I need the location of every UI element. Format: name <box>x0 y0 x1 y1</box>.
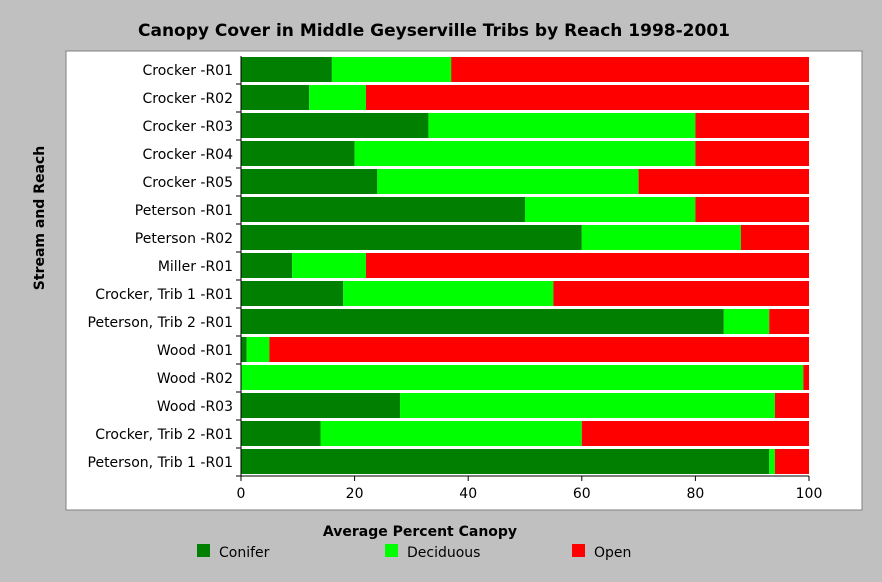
bar-conifer-crocker-r01 <box>241 57 332 82</box>
bar-open-miller-r01 <box>365 253 809 278</box>
legend-swatch-open <box>572 544 585 557</box>
bar-open-crocker-r03 <box>695 113 809 138</box>
y-tick-label: Crocker -R02 <box>142 91 233 107</box>
legend-label-conifer: Conifer <box>219 545 270 561</box>
bar-conifer-crocker-trib-1-r01 <box>241 281 344 306</box>
bar-open-wood-r01 <box>269 337 809 362</box>
bar-open-wood-r03 <box>774 393 809 418</box>
bar-deciduous-miller-r01 <box>292 253 366 278</box>
bar-open-peterson-r01 <box>695 197 809 222</box>
bar-conifer-peterson-trib-1-r01 <box>241 449 770 474</box>
legend-swatch-deciduous <box>385 544 398 557</box>
bar-conifer-crocker-r04 <box>241 141 355 166</box>
bar-open-crocker-r02 <box>365 85 809 110</box>
bar-open-wood-r02 <box>803 365 809 390</box>
bar-deciduous-crocker-r03 <box>428 113 696 138</box>
y-tick-label: Wood -R02 <box>157 371 233 387</box>
bar-open-crocker-r05 <box>638 169 809 194</box>
bar-deciduous-crocker-r04 <box>354 141 696 166</box>
bar-open-peterson-trib-1-r01 <box>774 449 809 474</box>
bar-conifer-wood-r03 <box>241 393 401 418</box>
bar-open-peterson-trib-2-r01 <box>769 309 809 334</box>
x-axis-title: Average Percent Canopy <box>323 524 517 540</box>
bar-open-peterson-r02 <box>740 225 809 250</box>
x-tick-label: 0 <box>237 486 246 502</box>
y-tick-label: Wood -R03 <box>157 399 233 415</box>
bar-conifer-peterson-trib-2-r01 <box>241 309 724 334</box>
bar-conifer-peterson-r01 <box>241 197 525 222</box>
bar-conifer-crocker-r02 <box>241 85 310 110</box>
bar-deciduous-crocker-r05 <box>377 169 639 194</box>
x-tick-label: 100 <box>796 486 823 502</box>
y-tick-labels: Crocker -R01 Crocker -R02 Crocker -R03 Croc… <box>88 63 241 477</box>
legend-label-open: Open <box>594 545 631 561</box>
y-tick-label: Crocker -R04 <box>142 147 233 163</box>
y-tick-label: Crocker -R01 <box>142 63 233 79</box>
bar-conifer-crocker-trib-2-r01 <box>241 421 321 446</box>
y-tick-label: Crocker, Trib 1 -R01 <box>95 287 233 303</box>
x-tick-label: 80 <box>686 486 704 502</box>
bar-open-crocker-trib-2-r01 <box>581 421 809 446</box>
bar-deciduous-wood-r03 <box>400 393 775 418</box>
legend-label-deciduous: Deciduous <box>407 545 480 561</box>
y-tick-label: Crocker -R03 <box>142 119 233 135</box>
bar-deciduous-crocker-r02 <box>309 85 366 110</box>
chart-title: Canopy Cover in Middle Geyserville Tribs… <box>138 21 730 41</box>
y-tick-label: Crocker -R05 <box>142 175 233 191</box>
bar-conifer-crocker-r05 <box>241 169 378 194</box>
y-tick-label: Peterson -R02 <box>135 231 233 247</box>
y-axis-title: Stream and Reach <box>32 146 48 290</box>
y-tick-label: Peterson -R01 <box>135 203 233 219</box>
bar-deciduous-peterson-trib-1-r01 <box>769 449 775 474</box>
bar-deciduous-peterson-trib-2-r01 <box>723 309 770 334</box>
bar-conifer-miller-r01 <box>241 253 293 278</box>
bar-deciduous-peterson-r02 <box>581 225 741 250</box>
legend-swatch-conifer <box>197 544 210 557</box>
bar-deciduous-crocker-r01 <box>331 57 452 82</box>
bar-deciduous-crocker-trib-1-r01 <box>343 281 554 306</box>
y-tick-label: Wood -R01 <box>157 343 233 359</box>
x-ticks: 0 20 40 60 80 100 <box>237 475 823 502</box>
x-tick-label: 40 <box>459 486 477 502</box>
x-tick-label: 60 <box>573 486 591 502</box>
bar-deciduous-crocker-trib-2-r01 <box>320 421 582 446</box>
bar-open-crocker-trib-1-r01 <box>553 281 809 306</box>
y-tick-label: Miller -R01 <box>158 259 233 275</box>
y-tick-label: Crocker, Trib 2 -R01 <box>95 427 233 443</box>
bar-conifer-crocker-r03 <box>241 113 429 138</box>
bar-open-crocker-r04 <box>695 141 809 166</box>
y-tick-label: Peterson, Trib 2 -R01 <box>88 315 233 331</box>
x-tick-label: 20 <box>346 486 364 502</box>
bar-open-crocker-r01 <box>451 57 809 82</box>
bar-deciduous-wood-r02 <box>241 365 804 390</box>
bar-deciduous-peterson-r01 <box>525 197 696 222</box>
legend: Conifer Deciduous Open <box>197 544 631 561</box>
y-tick-label: Peterson, Trib 1 -R01 <box>88 455 233 471</box>
bar-conifer-wood-r01 <box>241 337 247 362</box>
bar-conifer-peterson-r02 <box>241 225 582 250</box>
bar-deciduous-wood-r01 <box>246 337 270 362</box>
bars-group <box>241 57 809 474</box>
